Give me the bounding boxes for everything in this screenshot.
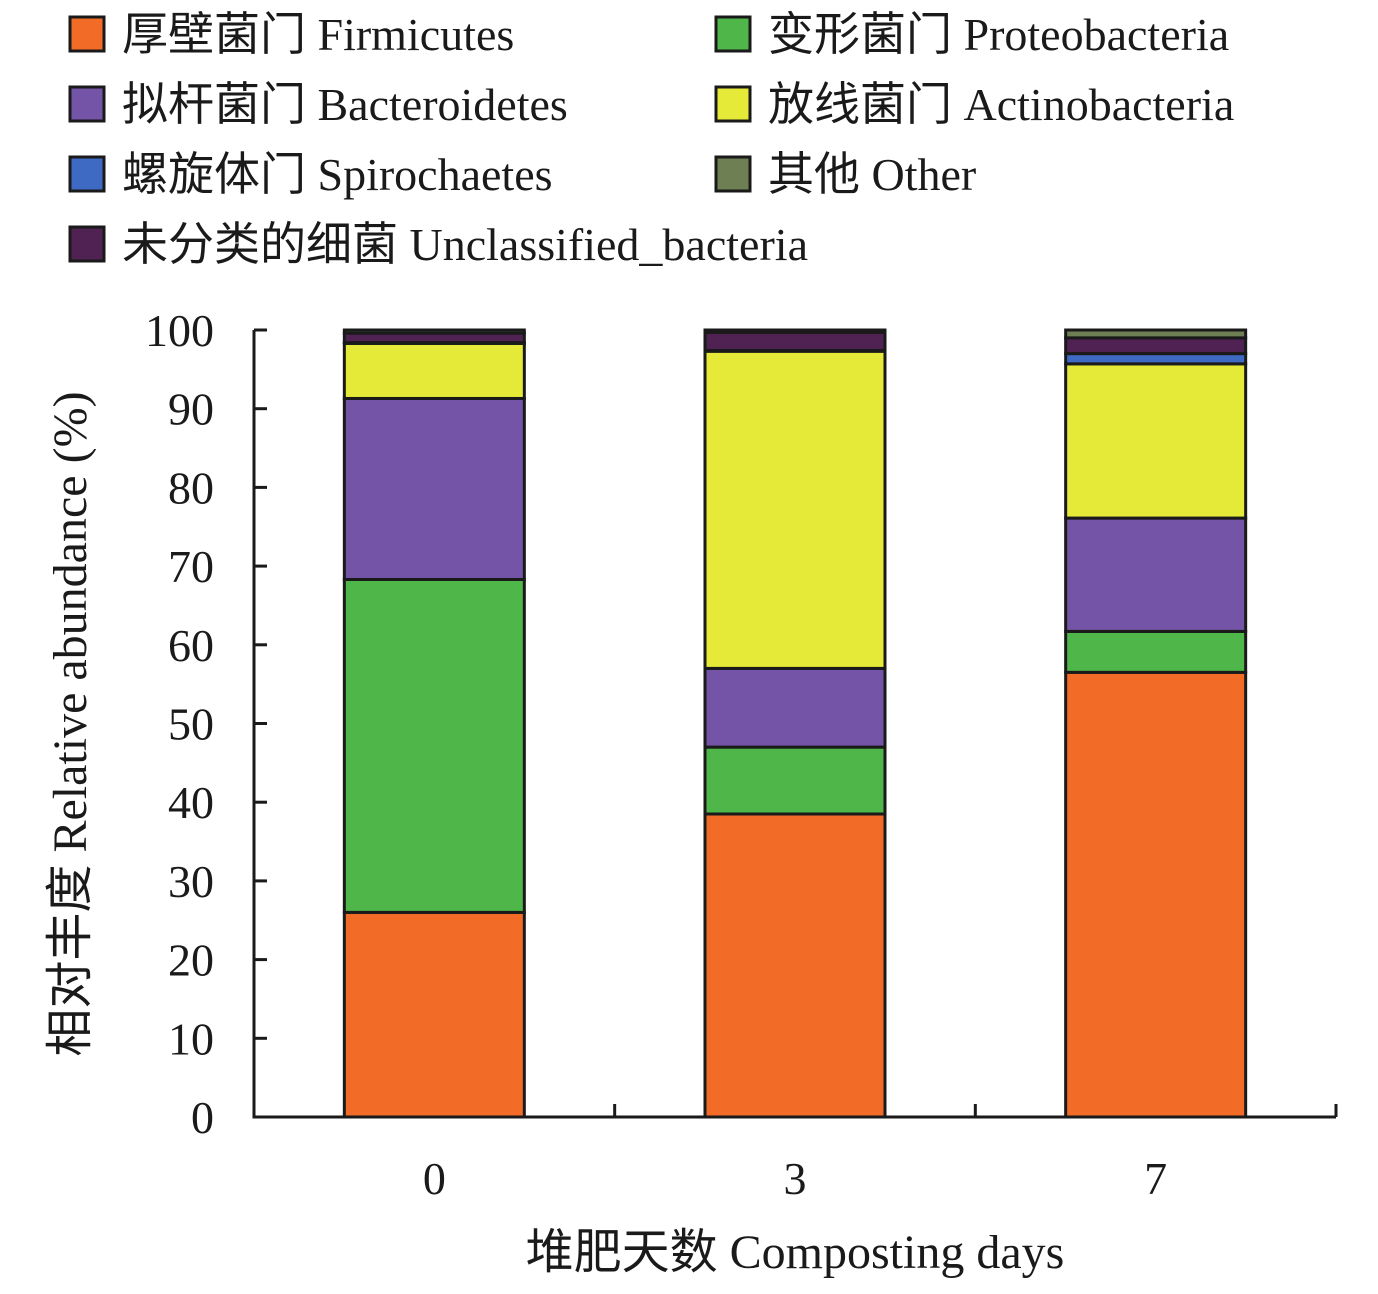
legend-swatch — [68, 85, 106, 123]
bar-segment-day0-series1 — [342, 577, 526, 914]
bar-segment-day0-series3 — [342, 341, 526, 400]
x-axis-title: 堆肥天数 Composting days — [526, 1226, 1065, 1279]
y-tick-label: 20 — [168, 935, 214, 986]
legend-label: 未分类的细菌 Unclassified_bacteria — [122, 219, 808, 270]
legend: 厚壁菌门 Firmicutes 变形菌门 Proteobacteria 拟杆菌门 B… — [68, 9, 1234, 270]
bar-segment-day3-series6 — [703, 328, 887, 334]
bar-segment-day3-series2 — [703, 666, 887, 749]
bar-segment-day7-series3 — [1064, 362, 1248, 520]
y-tick-label: 40 — [168, 777, 214, 828]
bar-segment-day7-series0 — [1064, 670, 1248, 1119]
legend-label: 放线菌门 Actinobacteria — [768, 79, 1234, 130]
legend-swatch — [68, 15, 106, 53]
bar-segment-day7-series2 — [1064, 516, 1248, 633]
bar-segment-day3-series1 — [703, 745, 887, 816]
legend-swatch — [714, 85, 752, 123]
x-tick-label: 7 — [1144, 1153, 1167, 1204]
bar-segment-day3-series0 — [703, 812, 887, 1119]
legend-label: 拟杆菌门 Bacteroidetes — [122, 79, 568, 130]
legend-swatch — [714, 155, 752, 193]
y-tick-label: 70 — [168, 541, 214, 592]
bar-segment-day3-series3 — [703, 349, 887, 670]
bar-segment-day7-series4 — [1064, 352, 1248, 366]
axes: 相对丰度 Relative abundance (%) 堆肥天数 Compost… — [44, 305, 1338, 1279]
bar-segment-day7-series5 — [1064, 336, 1248, 356]
legend-label: 螺旋体门 Spirochaetes — [122, 149, 553, 200]
y-tick-label: 10 — [168, 1013, 214, 1064]
y-tick-label: 50 — [168, 699, 214, 750]
legend-label: 其他 Other — [768, 149, 976, 200]
bar-segment-day0-series6 — [342, 328, 526, 335]
bars — [342, 328, 1248, 1119]
bar-segment-day7-series6 — [1064, 328, 1248, 340]
legend-swatch — [68, 225, 106, 263]
legend-swatch — [68, 155, 106, 193]
y-tick-label: 100 — [145, 305, 214, 356]
y-tick-label: 60 — [168, 620, 214, 671]
legend-label: 变形菌门 Proteobacteria — [768, 9, 1229, 60]
y-tick-label: 30 — [168, 856, 214, 907]
bar-segment-day7-series1 — [1064, 629, 1248, 674]
bar-segment-day3-series5 — [703, 330, 887, 352]
legend-label: 厚壁菌门 Firmicutes — [122, 9, 514, 60]
y-tick-label: 80 — [168, 462, 214, 513]
y-axis-title: 相对丰度 Relative abundance (%) — [44, 391, 97, 1056]
bar-segment-day0-series0 — [342, 910, 526, 1119]
bar-segment-day0-series2 — [342, 396, 526, 581]
legend-swatch — [714, 15, 752, 53]
x-tick-label: 3 — [784, 1153, 807, 1204]
y-tick-label: 90 — [168, 384, 214, 435]
x-tick-label: 0 — [423, 1153, 446, 1204]
y-tick-label: 0 — [191, 1092, 214, 1143]
